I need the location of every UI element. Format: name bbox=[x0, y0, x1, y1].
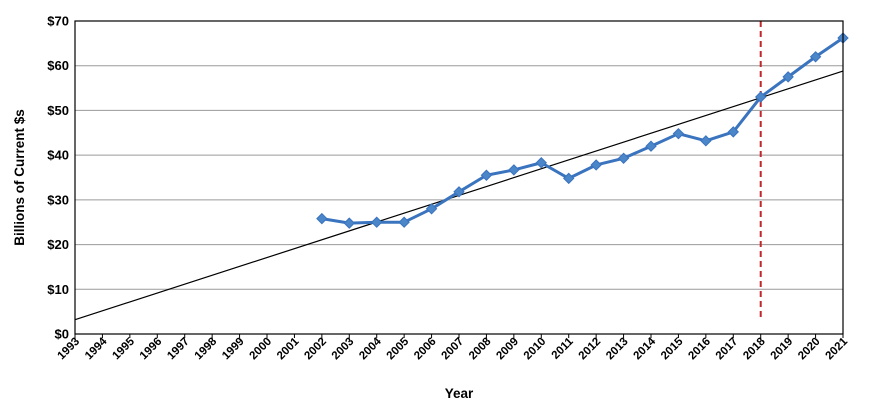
x-tick-label: 2015 bbox=[659, 335, 686, 362]
gridlines bbox=[75, 20, 843, 335]
y-tick-label: $30 bbox=[47, 192, 69, 207]
y-tick-label: $0 bbox=[55, 327, 69, 342]
x-tick-label: 1996 bbox=[138, 336, 165, 363]
x-tick-label: 2005 bbox=[385, 335, 412, 362]
data-point-marker bbox=[563, 172, 575, 185]
x-tick-label: 2007 bbox=[440, 336, 467, 363]
x-tick-label: 2020 bbox=[796, 336, 823, 363]
x-tick-label: 2012 bbox=[577, 336, 604, 363]
x-tick-label: 2003 bbox=[330, 336, 357, 363]
x-tick-label: 2009 bbox=[494, 336, 521, 363]
plot-border bbox=[74, 20, 844, 335]
data-point-marker bbox=[453, 186, 465, 198]
x-tick-label: 2017 bbox=[714, 336, 741, 363]
series-line bbox=[321, 36, 844, 225]
data-point-marker bbox=[617, 152, 630, 164]
y-tick-label: $10 bbox=[47, 282, 69, 297]
x-tick-label: 2004 bbox=[357, 335, 384, 362]
plot-frame bbox=[74, 20, 844, 335]
x-tick-label: 2001 bbox=[275, 335, 302, 362]
x-tick-label: 2013 bbox=[604, 336, 631, 363]
y-tick-label: $20 bbox=[47, 237, 69, 252]
x-tick-label: 2019 bbox=[769, 336, 796, 363]
data-point-marker bbox=[672, 127, 685, 140]
data-point-marker bbox=[727, 126, 739, 138]
data-point-marker bbox=[535, 157, 547, 169]
x-tick-label: 2010 bbox=[522, 336, 549, 363]
data-point-marker bbox=[316, 212, 328, 225]
x-tick-label: 2018 bbox=[741, 335, 768, 362]
y-tick-label: $50 bbox=[47, 103, 69, 118]
y-tick-label: $40 bbox=[47, 148, 69, 163]
x-tick-label: 1995 bbox=[110, 335, 137, 362]
series-layer bbox=[316, 32, 849, 229]
x-tick-label: 2021 bbox=[824, 335, 851, 362]
data-point-marker bbox=[590, 159, 602, 171]
data-point-marker bbox=[755, 91, 767, 103]
data-point-marker bbox=[700, 135, 712, 147]
x-tick-label: 2002 bbox=[302, 336, 329, 363]
x-tick-label: 2006 bbox=[412, 336, 439, 363]
data-point-marker bbox=[371, 216, 383, 228]
y-axis-ticks: $0 $10 $20 $30 $40 $50 $60 $70 bbox=[47, 14, 69, 342]
x-tick-label: 2000 bbox=[248, 336, 275, 363]
data-point-marker bbox=[508, 164, 520, 176]
x-tick-label: 2014 bbox=[632, 335, 659, 362]
data-point-marker bbox=[809, 51, 822, 63]
x-tick-label: 1994 bbox=[83, 335, 110, 362]
x-tick-label: 1998 bbox=[193, 335, 220, 362]
data-point-marker bbox=[480, 169, 493, 181]
y-axis-title: Billions of Current $s bbox=[12, 109, 27, 246]
x-tick-label: 2011 bbox=[550, 335, 577, 362]
data-point-marker bbox=[398, 216, 410, 228]
x-axis-ticks: 1993 1994 1995 1996 1997 1998 1999 2000 2001 2002… bbox=[56, 334, 851, 362]
y-tick-label: $70 bbox=[47, 14, 69, 29]
x-tick-label: 1999 bbox=[220, 336, 247, 363]
x-tick-label: 2008 bbox=[467, 335, 494, 362]
data-point-marker bbox=[782, 71, 794, 83]
data-point-marker bbox=[645, 140, 657, 152]
x-tick-label: 2016 bbox=[686, 336, 713, 363]
x-tick-label: 1997 bbox=[165, 336, 192, 363]
data-point-marker bbox=[425, 203, 438, 215]
data-point-marker bbox=[343, 217, 355, 229]
y-tick-label: $60 bbox=[47, 58, 69, 73]
x-axis-title: Year bbox=[445, 386, 474, 401]
